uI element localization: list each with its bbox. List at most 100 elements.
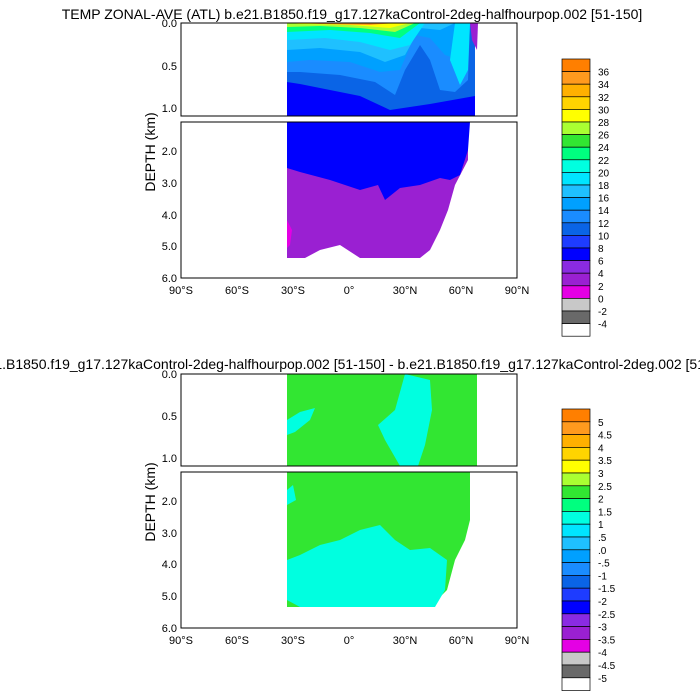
colorbar-swatch xyxy=(561,285,591,299)
panel2-plot: 0.0 0.5 1.0 2.0 3.0 4.0 5.0 6.0 DEPTH (k… xyxy=(142,369,529,647)
colorbar-swatch xyxy=(561,83,591,98)
colorbar-label: 4 xyxy=(598,443,604,454)
x-tick-label: 90°S xyxy=(169,285,193,297)
colorbar-label: 5 xyxy=(598,418,604,429)
colorbar-label: 36 xyxy=(598,68,610,79)
y-tick-label: 6.0 xyxy=(162,623,177,635)
y-tick-label: 0.0 xyxy=(162,369,177,381)
colorbar-label: -5 xyxy=(598,674,607,685)
colorbar-label: -4.5 xyxy=(598,661,616,672)
colorbar-swatch xyxy=(561,272,591,287)
colorbar-label: 6 xyxy=(598,257,604,268)
colorbar-label: 30 xyxy=(598,105,610,116)
y-tick-label: 4.0 xyxy=(162,210,177,222)
colorbar-label: -3.5 xyxy=(598,635,616,646)
colorbar-swatch xyxy=(561,408,591,423)
x-tick-label: 90°N xyxy=(505,285,530,297)
colorbar-label: 28 xyxy=(598,118,610,129)
colorbar-swatch xyxy=(561,197,591,211)
colorbar-swatch xyxy=(561,434,591,448)
colorbar-swatch xyxy=(561,498,591,512)
colorbar-swatch xyxy=(561,222,591,236)
panel2-ylabel: DEPTH (km) xyxy=(142,462,158,541)
colorbar-swatch xyxy=(561,587,591,602)
colorbar-label: -2 xyxy=(598,307,607,318)
x-tick-label: 30°N xyxy=(393,285,418,297)
colorbar-swatch xyxy=(561,235,591,249)
colorbar-label: 24 xyxy=(598,143,610,154)
x-tick-label: 60°N xyxy=(449,285,474,297)
colorbar-swatch xyxy=(561,664,591,679)
colorbar-label: 18 xyxy=(598,181,610,192)
y-tick-label: 5.0 xyxy=(162,591,177,603)
y-tick-label: 5.0 xyxy=(162,241,177,253)
colorbar-label: .0 xyxy=(598,546,607,557)
colorbar-swatch xyxy=(561,447,591,461)
x-tick-label: 0° xyxy=(344,285,355,297)
colorbar-swatch xyxy=(561,613,591,627)
colorbar-swatch xyxy=(561,71,591,85)
colorbar-label: 4.5 xyxy=(598,431,612,442)
panel1-ylabel: DEPTH (km) xyxy=(142,112,158,191)
colorbar-swatch xyxy=(561,121,591,135)
panel2-colorbar: 54.543.532.521.51.5.0-.5-1-1.5-2-2.5-3-3… xyxy=(561,408,616,691)
panel2-title: b.e21.B1850.f19_g17.127kaControl-2deg-ha… xyxy=(0,356,700,372)
colorbar-swatch xyxy=(561,677,591,691)
colorbar-label: -1.5 xyxy=(598,584,616,595)
colorbar-swatch xyxy=(561,472,591,487)
colorbar-label: -1 xyxy=(598,571,607,582)
colorbar-swatch xyxy=(561,146,591,161)
colorbar-swatch xyxy=(561,639,591,653)
colorbar-swatch xyxy=(561,626,591,640)
x-tick-label: 90°N xyxy=(505,635,530,647)
y-tick-label: 0.5 xyxy=(162,411,177,423)
colorbar-swatch xyxy=(561,511,591,525)
colorbar-label: 0 xyxy=(598,294,604,305)
colorbar-swatch xyxy=(561,523,591,538)
colorbar-label: -4 xyxy=(598,648,607,659)
colorbar-swatch xyxy=(561,310,591,324)
panel2-y-ticks: 0.0 0.5 1.0 2.0 3.0 4.0 5.0 6.0 xyxy=(162,369,177,635)
colorbar-label: 32 xyxy=(598,93,610,104)
colorbar-swatch xyxy=(561,58,591,72)
x-tick-label: 30°S xyxy=(281,285,305,297)
colorbar-swatch xyxy=(561,549,591,563)
colorbar-label: 22 xyxy=(598,156,610,167)
colorbar-swatch xyxy=(561,159,591,173)
y-tick-label: 3.0 xyxy=(162,178,177,190)
colorbar-label: 14 xyxy=(598,206,610,217)
colorbar-swatch xyxy=(561,260,591,274)
colorbar-swatch xyxy=(561,172,591,186)
y-tick-label: 4.0 xyxy=(162,559,177,571)
x-tick-label: 30°S xyxy=(281,635,305,647)
colorbar-label: 12 xyxy=(598,219,610,230)
x-tick-label: 60°S xyxy=(225,635,249,647)
x-tick-label: 90°S xyxy=(169,635,193,647)
panel2-x-ticks: 90°S 60°S 30°S 0° 30°N 60°N 90°N xyxy=(169,635,529,647)
y-tick-label: 0.5 xyxy=(162,61,177,73)
x-tick-label: 0° xyxy=(344,635,355,647)
colorbar-label: 8 xyxy=(598,244,604,255)
colorbar-swatch xyxy=(561,651,591,666)
colorbar-label: 3 xyxy=(598,469,604,480)
colorbar-label: -2.5 xyxy=(598,610,616,621)
y-tick-label: 1.0 xyxy=(162,453,177,465)
y-tick-label: 2.0 xyxy=(162,146,177,158)
colorbar-label: 3.5 xyxy=(598,456,612,467)
colorbar-label: 20 xyxy=(598,168,610,179)
colorbar-swatch xyxy=(561,459,591,474)
colorbar-swatch xyxy=(561,134,591,148)
colorbar-label: 1 xyxy=(598,520,604,531)
colorbar-swatch xyxy=(561,298,591,312)
colorbar-label: 4 xyxy=(598,269,604,280)
colorbar-swatch xyxy=(561,247,591,261)
panel1-x-ticks: 90°S 60°S 30°S 0° 30°N 60°N 90°N xyxy=(169,285,529,297)
y-tick-label: 3.0 xyxy=(162,528,177,540)
colorbar-label: 2 xyxy=(598,282,604,293)
colorbar-label: -4 xyxy=(598,320,607,331)
colorbar-swatch xyxy=(561,575,591,589)
y-tick-label: 0.0 xyxy=(162,18,177,30)
colorbar-swatch xyxy=(561,421,591,435)
